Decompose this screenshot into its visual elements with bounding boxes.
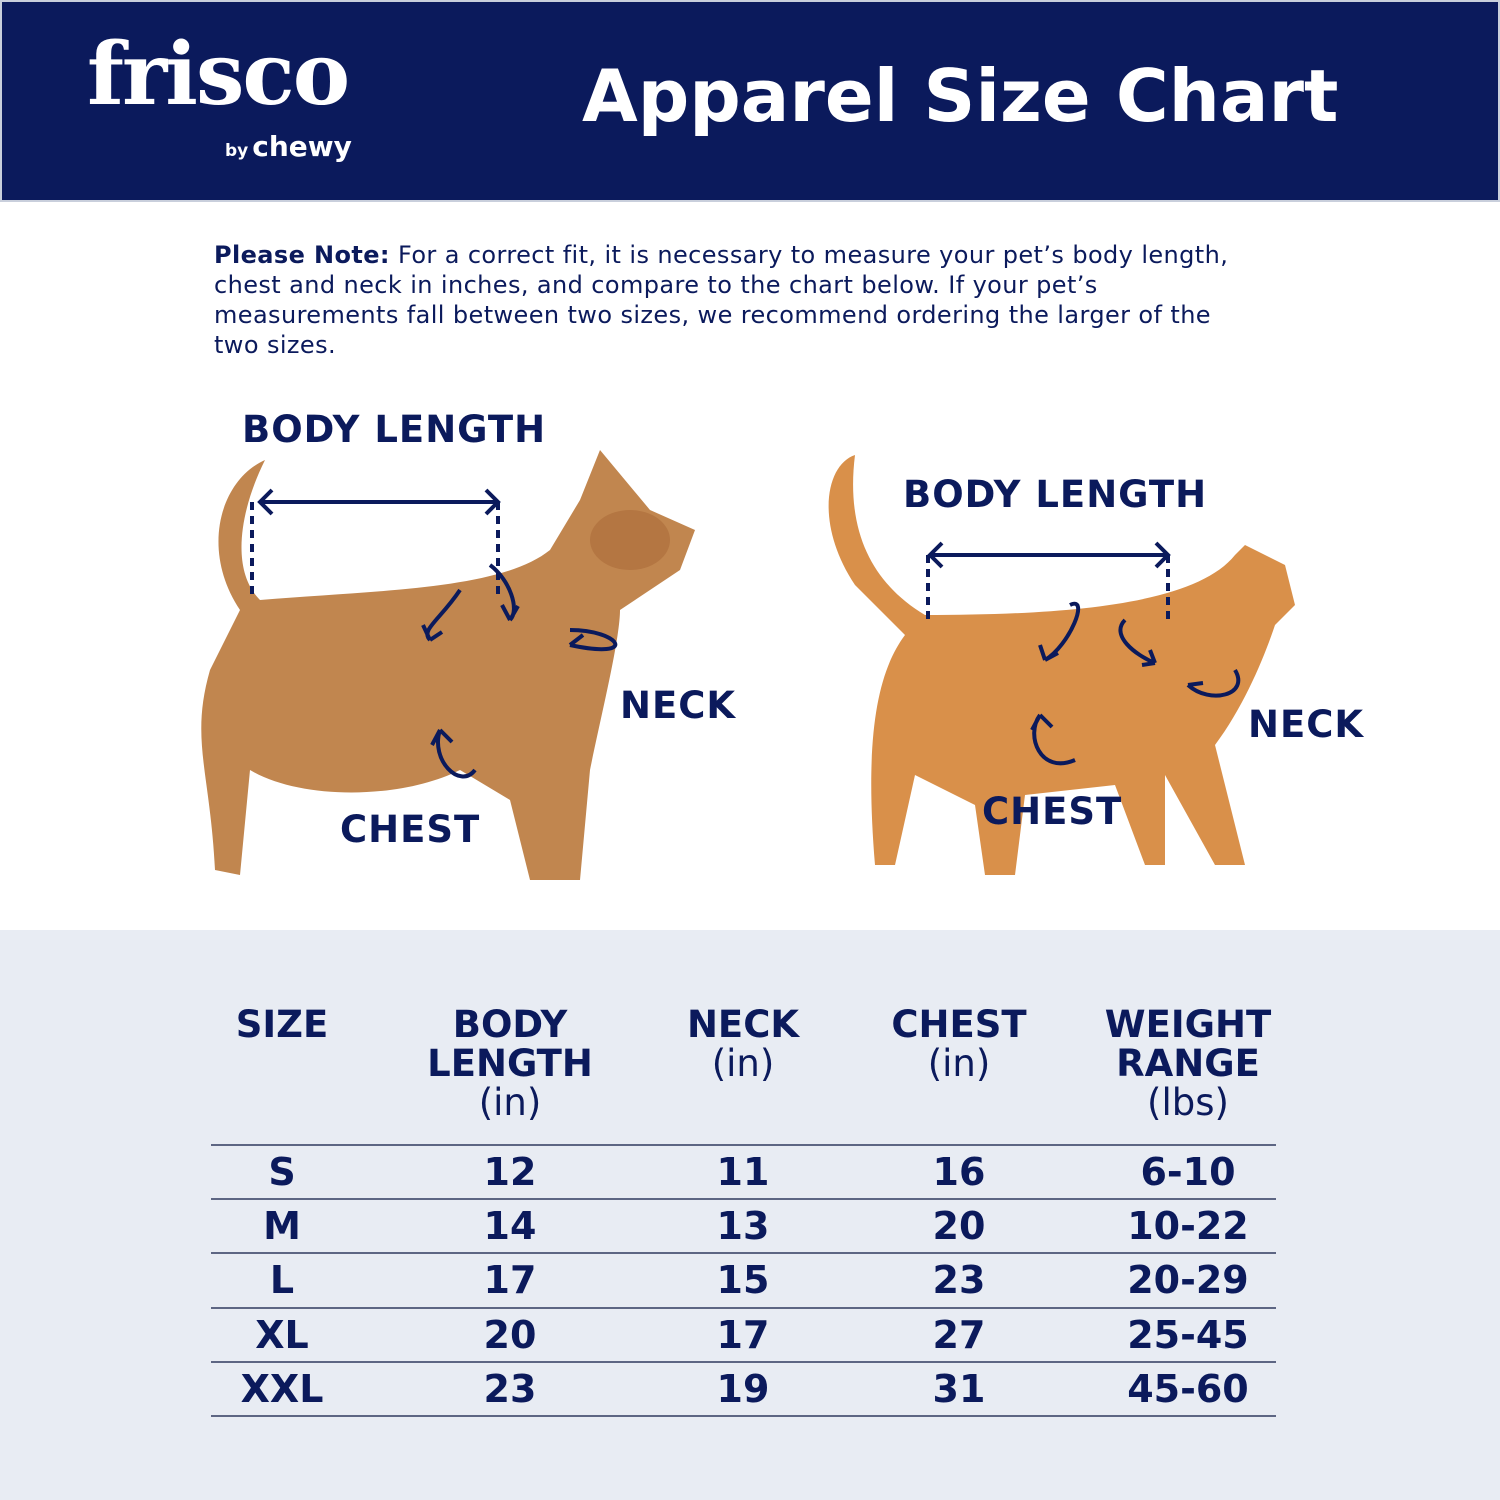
table-cell: 23 <box>932 1258 986 1303</box>
cat-body-length-label: BODY LENGTH <box>903 473 1208 516</box>
table-cell: 27 <box>932 1312 986 1357</box>
size-table-area <box>0 930 1500 1500</box>
table-cell: 6-10 <box>1140 1150 1236 1194</box>
table-cell: 10-22 <box>1127 1204 1249 1249</box>
frisco-logo: frisco by chewy <box>87 24 352 164</box>
header-size: SIZE <box>235 1003 329 1046</box>
table-cell: 23 <box>483 1366 537 1411</box>
table-cell: 16 <box>932 1150 986 1194</box>
table-cell: 12 <box>483 1150 537 1194</box>
table-cell: 14 <box>483 1204 537 1249</box>
dog-measure-arrows <box>250 488 618 779</box>
row-divider <box>211 1306 1276 1309</box>
header-chest: CHEST (in) <box>891 1003 1027 1085</box>
row-divider <box>211 1144 1276 1146</box>
table-cell: S <box>268 1150 296 1194</box>
dog-chest-label: CHEST <box>340 808 481 851</box>
dog-photo <box>201 450 696 880</box>
table-cell: XXL <box>240 1366 324 1411</box>
table-cell: 25-45 <box>1127 1312 1249 1357</box>
logo-brand: frisco <box>87 24 350 125</box>
table-cell: XL <box>255 1312 309 1357</box>
cat-neck-label: NECK <box>1248 703 1365 746</box>
table-cell: M <box>263 1204 301 1249</box>
table-cell: 20-29 <box>1127 1258 1249 1303</box>
row-divider <box>211 1360 1276 1363</box>
table-cell: 17 <box>483 1258 537 1303</box>
table-cell: 11 <box>716 1150 770 1194</box>
table-cell: 20 <box>932 1204 986 1249</box>
please-note: Please Note: For a correct fit, it is ne… <box>214 241 1229 359</box>
table-cell: 13 <box>716 1204 770 1249</box>
header-body-length: BODY LENGTH (in) <box>427 1003 593 1124</box>
cat-photo <box>828 455 1295 875</box>
table-row: L 17 15 23 20-29 <box>211 1252 1276 1306</box>
header-neck: NECK (in) <box>686 1003 800 1085</box>
table-cell: 15 <box>716 1258 770 1303</box>
table-row: XXL 23 19 31 45-60 <box>211 1361 1276 1415</box>
table-cell: 31 <box>932 1366 986 1411</box>
table-cell: L <box>269 1258 295 1303</box>
dog-neck-label: NECK <box>620 684 737 727</box>
page-title: Apparel Size Chart <box>582 54 1339 138</box>
row-divider <box>211 1252 1276 1255</box>
table-cell: 45-60 <box>1127 1366 1249 1411</box>
cat-chest-label: CHEST <box>982 790 1123 833</box>
table-row: M 14 13 20 10-22 <box>211 1198 1276 1252</box>
table-row: S 12 11 16 6-10 <box>211 1144 1276 1198</box>
header-weight-range: WEIGHT RANGE (lbs) <box>1104 1003 1272 1124</box>
row-divider <box>211 1198 1276 1201</box>
table-cell: 20 <box>483 1312 537 1357</box>
row-divider <box>211 1415 1276 1417</box>
dog-body-length-label: BODY LENGTH <box>242 408 547 451</box>
table-cell: 19 <box>716 1366 770 1411</box>
table-row: XL 20 17 27 25-45 <box>211 1307 1276 1361</box>
table-cell: 17 <box>716 1312 770 1357</box>
logo-by-chewy: by chewy <box>225 130 352 163</box>
header-banner: frisco by chewy Apparel Size Chart <box>0 0 1500 202</box>
cat-measure-arrows <box>926 541 1241 766</box>
